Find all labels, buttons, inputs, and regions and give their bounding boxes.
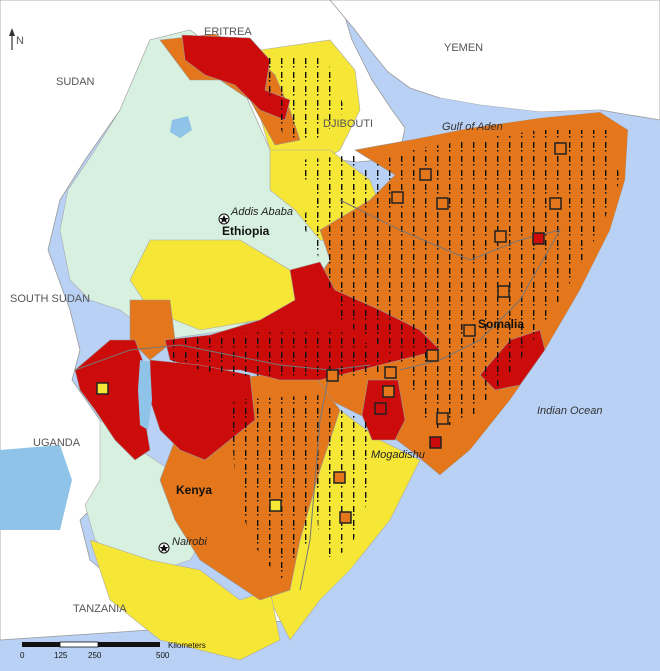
hatched-area-north bbox=[265, 55, 345, 140]
label-tanzania: TANZANIA bbox=[73, 603, 127, 615]
marker-square bbox=[339, 511, 352, 524]
hatched-area-somalia bbox=[300, 130, 620, 430]
capital-nairobi bbox=[158, 542, 170, 554]
marker-square bbox=[419, 168, 432, 181]
marker-square bbox=[532, 232, 545, 245]
marker-square bbox=[333, 471, 346, 484]
lake-tana bbox=[170, 116, 192, 138]
phase-3-region-southwest bbox=[129, 299, 176, 361]
capital-addis-ababa bbox=[218, 213, 230, 225]
scale-tick-500: 500 bbox=[156, 651, 170, 660]
north-arrow: N bbox=[9, 28, 24, 50]
marker-square bbox=[436, 412, 449, 425]
marker-square bbox=[494, 230, 507, 243]
phase-2-region-south bbox=[89, 539, 281, 661]
scale-bar: 0 125 250 500 Kilometers bbox=[20, 641, 206, 660]
label-south-sudan: SOUTH SUDAN bbox=[10, 293, 90, 305]
label-uganda: UGANDA bbox=[33, 437, 81, 449]
indian-ocean bbox=[300, 120, 660, 671]
north-arrow-label: N bbox=[16, 35, 24, 47]
label-kenya: Kenya bbox=[176, 483, 212, 497]
marker-square bbox=[96, 382, 109, 395]
scale-unit: Kilometers bbox=[168, 641, 206, 650]
label-gulf-of-aden: Gulf of Aden bbox=[442, 121, 503, 133]
scale-tick-250: 250 bbox=[88, 651, 102, 660]
border-ethiopia-somalia bbox=[339, 199, 562, 371]
gulf-of-aden bbox=[405, 98, 628, 140]
label-addis-ababa: Addis Ababa bbox=[230, 206, 293, 218]
marker-square bbox=[384, 366, 397, 379]
marker-square bbox=[436, 197, 449, 210]
label-djibouti: DJIBOUTI bbox=[323, 118, 373, 130]
label-ethiopia: Ethiopia bbox=[222, 224, 270, 238]
label-mogadishu: Mogadishu bbox=[371, 449, 425, 461]
marker-square bbox=[497, 285, 510, 298]
label-indian-ocean: Indian Ocean bbox=[537, 405, 602, 417]
hatched-area-belt bbox=[170, 330, 400, 380]
marker-square bbox=[549, 197, 562, 210]
label-yemen: YEMEN bbox=[444, 42, 483, 54]
lake-victoria bbox=[0, 445, 72, 530]
phase-4-region-turkana bbox=[74, 339, 151, 461]
scale-tick-0: 0 bbox=[20, 651, 25, 660]
marker-square bbox=[429, 436, 442, 449]
scale-tick-125: 125 bbox=[54, 651, 68, 660]
hatched-area-ethiopia-north bbox=[300, 155, 370, 215]
border-kenya-somalia bbox=[299, 369, 331, 591]
hatched-area-kenya bbox=[230, 395, 330, 580]
markers bbox=[96, 142, 567, 524]
marker-square bbox=[426, 349, 439, 362]
marker-square bbox=[374, 402, 387, 415]
lake-turkana bbox=[138, 360, 152, 430]
marker-square bbox=[269, 499, 282, 512]
marker-square bbox=[391, 191, 404, 204]
label-somalia: Somalia bbox=[478, 317, 524, 331]
label-nairobi: Nairobi bbox=[172, 536, 207, 548]
marker-square bbox=[382, 385, 395, 398]
marker-square bbox=[554, 142, 567, 155]
marker-square bbox=[326, 369, 339, 382]
label-eritrea: ERITREA bbox=[204, 26, 252, 38]
marker-square bbox=[463, 324, 476, 337]
label-sudan: SUDAN bbox=[56, 76, 95, 88]
